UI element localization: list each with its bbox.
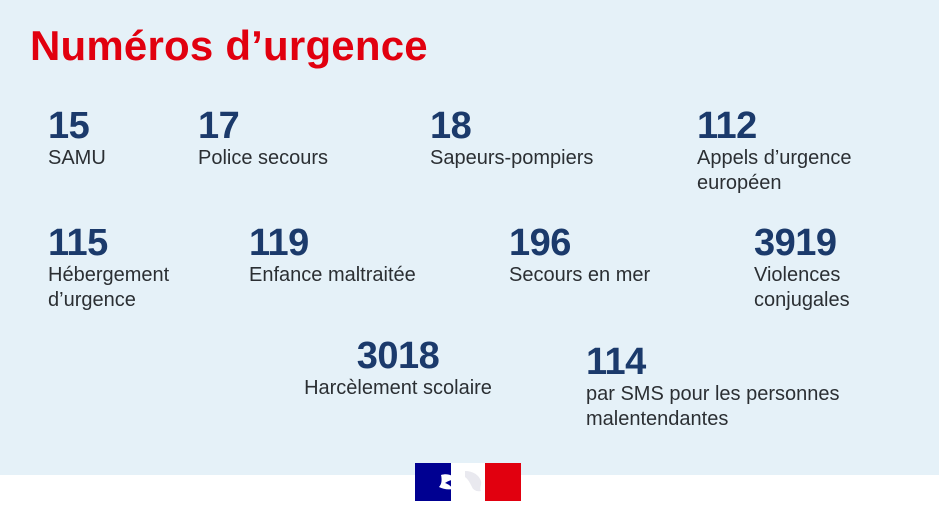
emergency-number: 3018 <box>356 335 440 377</box>
emergency-label: Hébergement <box>48 264 170 286</box>
entry-sms-malentendants: 114 par SMS pour les personnes malentend… <box>586 342 839 432</box>
emergency-label: par SMS pour les personnes <box>586 383 840 405</box>
emergency-label: Appels d’urgence <box>697 147 852 169</box>
emergency-label: SAMU <box>48 147 106 169</box>
entry-police: 17 Police secours <box>198 106 328 171</box>
emergency-number: 196 <box>509 222 571 264</box>
emergency-number: 112 <box>697 105 757 147</box>
emergency-label: Police secours <box>198 147 329 169</box>
entry-enfance: 119 Enfance maltraitée <box>249 223 416 288</box>
entry-violences: 3919 Violences conjugales <box>754 223 850 313</box>
emergency-label: Sapeurs-pompiers <box>430 147 594 169</box>
page-title: Numéros d’urgence <box>30 22 428 69</box>
emergency-label-line-2: conjugales <box>754 289 850 311</box>
marianne-flag-logo-icon <box>415 463 521 501</box>
entry-samu: 15 SAMU <box>48 106 106 171</box>
emergency-number: 115 <box>48 222 108 264</box>
emergency-label-line-2: européen <box>697 172 782 194</box>
emergency-label: Harcèlement scolaire <box>304 377 492 399</box>
emergency-label: Violences <box>754 264 841 286</box>
emergency-label: Secours en mer <box>509 264 651 286</box>
entry-pompiers: 18 Sapeurs-pompiers <box>430 106 593 171</box>
emergency-label: Enfance maltraitée <box>249 264 416 286</box>
emergency-number: 18 <box>430 105 472 147</box>
entry-secours-mer: 196 Secours en mer <box>509 223 650 288</box>
emergency-number: 119 <box>249 222 309 264</box>
emergency-label-line-2: d’urgence <box>48 289 136 311</box>
emergency-label-line-2: malentendantes <box>586 408 729 430</box>
entry-european-emergency: 112 Appels d’urgence européen <box>697 106 852 196</box>
emergency-number: 114 <box>586 341 646 383</box>
entry-hebergement: 115 Hébergement d’urgence <box>48 223 169 313</box>
entry-harcelement: 3018 Harcèlement scolaire <box>287 336 509 401</box>
emergency-number: 15 <box>48 105 90 147</box>
emergency-number: 3919 <box>754 222 837 264</box>
emergency-numbers-panel: Numéros d’urgence 15 SAMU 17 Police seco… <box>0 0 939 475</box>
emergency-number: 17 <box>198 105 240 147</box>
